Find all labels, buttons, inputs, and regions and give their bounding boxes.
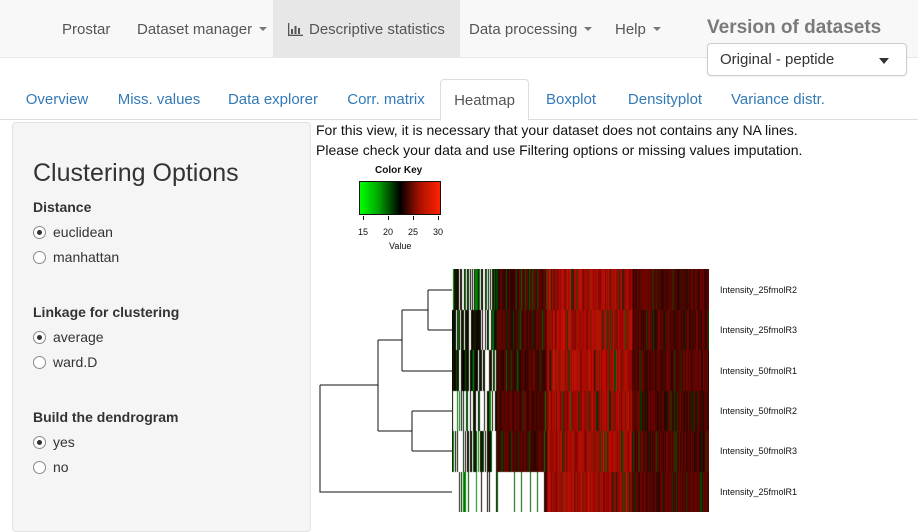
nav-help[interactable]: Help (615, 0, 661, 58)
tab-densityplot-label: Densityplot (627, 91, 703, 108)
version-select-value: Original - peptide (720, 51, 835, 68)
heatmap-canvas (452, 269, 709, 512)
warning-message-line2: Please check your data and use Filtering… (316, 142, 803, 158)
radio-unchecked-icon (33, 460, 46, 474)
tab-variance-distr[interactable]: Variance distr. (724, 79, 832, 120)
tab-heatmap-label: Heatmap (454, 91, 515, 109)
radio-checked-icon (33, 330, 46, 344)
caret-down-icon (259, 27, 268, 31)
radio-euclidean[interactable]: euclidean (33, 223, 113, 241)
radio-average-label: average (53, 329, 104, 345)
radio-unchecked-icon (33, 355, 46, 369)
color-key-gradient (359, 181, 441, 215)
tab-bar: Overview Miss. values Data explorer Corr… (0, 79, 918, 121)
warning-message-line1: For this view, it is necessary that your… (316, 122, 798, 138)
tab-data-explorer-label: Data explorer (227, 91, 319, 108)
heatmap-row-label: Intensity_25fmolR3 (720, 325, 798, 335)
sidebar-title: Clustering Options (33, 159, 239, 187)
color-key-tickmark (438, 216, 439, 220)
dendrogram-label: Build the dendrogram (33, 409, 179, 425)
radio-unchecked-icon (33, 250, 46, 264)
radio-average[interactable]: average (33, 328, 104, 346)
caret-down-icon (652, 27, 661, 31)
radio-euclidean-label: euclidean (53, 224, 113, 240)
nav-dataset-manager-label: Dataset manager (137, 20, 253, 38)
color-key-tick-label: 25 (407, 227, 419, 237)
select-caret-icon (879, 58, 889, 64)
heatmap-row-label: Intensity_25fmolR2 (720, 285, 798, 295)
color-key-tick-label: 15 (357, 227, 369, 237)
color-key-xlabel: Value (389, 241, 412, 251)
tab-corr-matrix[interactable]: Corr. matrix (338, 79, 434, 120)
heatmap-row-label: Intensity_50fmolR1 (720, 366, 798, 376)
tab-overview[interactable]: Overview (16, 79, 98, 120)
heatmap-row-label: Intensity_25fmolR1 (720, 487, 798, 497)
nav-help-label: Help (615, 20, 646, 38)
nav-data-processing-label: Data processing (469, 20, 578, 38)
radio-manhattan[interactable]: manhattan (33, 248, 119, 266)
bar-chart-icon (288, 22, 303, 36)
radio-checked-icon (33, 435, 46, 449)
caret-down-icon (584, 27, 593, 31)
nav-descriptive-statistics-label: Descriptive statistics (309, 20, 445, 38)
version-title: Version of datasets (707, 17, 882, 38)
tab-boxplot-label: Boxplot (545, 91, 597, 108)
color-key-tickmark (413, 216, 414, 220)
radio-yes-label: yes (53, 434, 75, 450)
version-select[interactable]: Original - peptide (707, 43, 907, 76)
linkage-label: Linkage for clustering (33, 304, 180, 320)
tab-overview-label: Overview (25, 91, 89, 108)
tab-miss-values[interactable]: Miss. values (108, 79, 210, 120)
nav-data-processing[interactable]: Data processing (469, 0, 593, 58)
tab-variance-distr-label: Variance distr. (731, 91, 825, 108)
top-navbar: Prostar Dataset manager Descriptive stat… (0, 0, 918, 58)
color-key-tickmark (388, 216, 389, 220)
tab-heatmap[interactable]: Heatmap (440, 79, 529, 121)
tab-densityplot[interactable]: Densityplot (620, 79, 710, 120)
tab-corr-matrix-label: Corr. matrix (347, 91, 425, 108)
tab-miss-values-label: Miss. values (117, 91, 201, 108)
distance-label: Distance (33, 199, 92, 215)
color-key-tick-label: 30 (432, 227, 444, 237)
radio-no-label: no (53, 459, 69, 475)
radio-ward-d[interactable]: ward.D (33, 353, 97, 371)
nav-descriptive-statistics[interactable]: Descriptive statistics (273, 0, 460, 58)
nav-prostar-label: Prostar (62, 20, 111, 38)
color-key-title: Color Key (375, 165, 423, 176)
nav-dataset-manager[interactable]: Dataset manager (137, 0, 268, 58)
radio-ward-d-label: ward.D (53, 354, 98, 370)
tab-data-explorer[interactable]: Data explorer (220, 79, 326, 120)
radio-manhattan-label: manhattan (53, 249, 120, 265)
clustering-options-panel: Clustering Options Distance euclidean ma… (12, 122, 311, 532)
nav-prostar[interactable]: Prostar (62, 0, 110, 58)
heatmap-row-label: Intensity_50fmolR3 (720, 446, 798, 456)
tab-boxplot[interactable]: Boxplot (537, 79, 605, 120)
radio-yes[interactable]: yes (33, 433, 75, 451)
color-key-tickmark (363, 216, 364, 220)
radio-no[interactable]: no (33, 458, 69, 476)
radio-checked-icon (33, 225, 46, 239)
color-key-tick-label: 20 (382, 227, 394, 237)
heatmap-row-label: Intensity_50fmolR2 (720, 406, 798, 416)
row-dendrogram (319, 289, 452, 493)
